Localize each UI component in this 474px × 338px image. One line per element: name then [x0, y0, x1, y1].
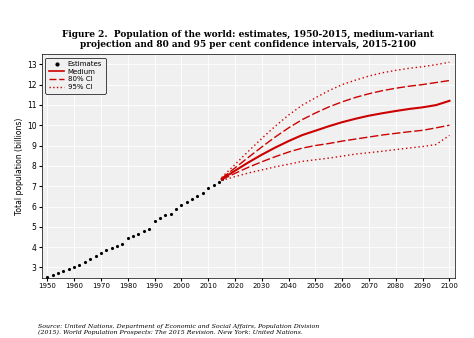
Legend: Estimates, Medium, 80% CI, 95% CI: Estimates, Medium, 80% CI, 95% CI [46, 57, 106, 94]
Title: Figure 2.  Population of the world: estimates, 1950-2015, medium-variant
project: Figure 2. Population of the world: estim… [63, 30, 434, 49]
Text: Source: United Nations, Department of Economic and Social Affairs, Population Di: Source: United Nations, Department of Ec… [38, 323, 319, 335]
Y-axis label: Total population (billions): Total population (billions) [15, 117, 24, 215]
